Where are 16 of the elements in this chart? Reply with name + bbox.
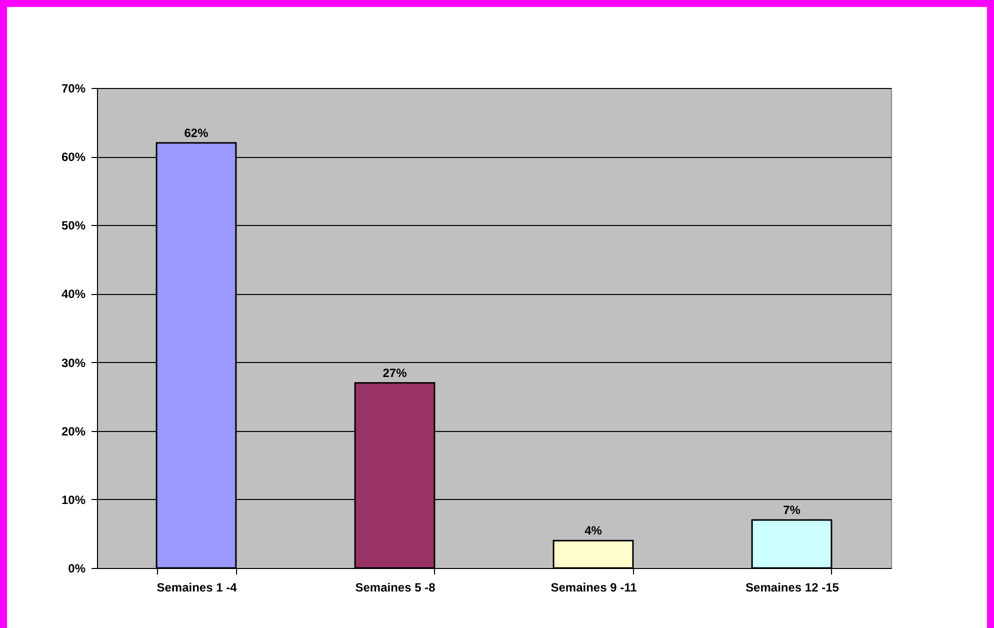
y-tick-label: 60% xyxy=(61,150,86,164)
data-label: 4% xyxy=(584,524,602,538)
y-tick-label: 50% xyxy=(61,218,86,233)
data-label: 27% xyxy=(382,366,408,380)
y-tick-label: 0% xyxy=(68,562,86,576)
y-tick-label: 70% xyxy=(61,82,86,96)
y-tick-label: 40% xyxy=(61,287,86,302)
x-tick-label: Semaines 1 -4 xyxy=(156,580,238,594)
x-tick-label: Semaines 5 -8 xyxy=(355,580,436,594)
x-tick-label: Semaines 12 -15 xyxy=(746,580,840,594)
y-tick-label: 10% xyxy=(61,492,86,507)
x-tick-label: Semaines 9 -11 xyxy=(550,580,638,594)
data-label: 62% xyxy=(184,126,209,140)
y-tick-label: 30% xyxy=(61,356,86,370)
y-tick-label: 20% xyxy=(61,424,86,438)
data-label: 7% xyxy=(783,503,801,517)
